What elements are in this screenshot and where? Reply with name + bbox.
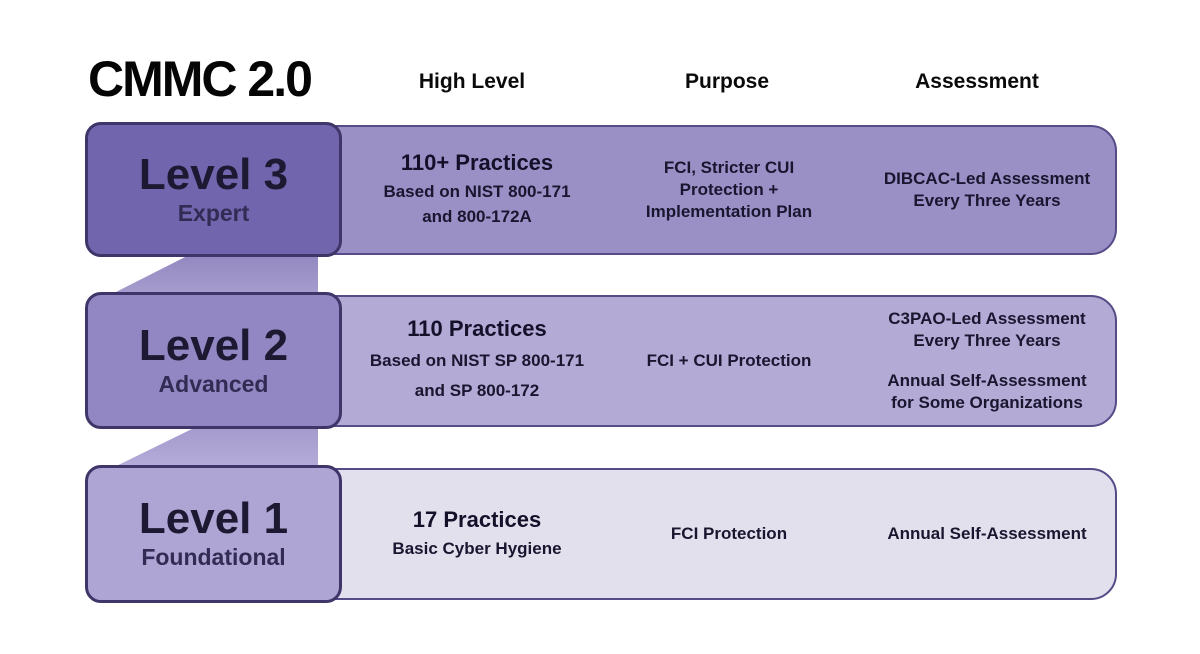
level-1-high-level-cell: 17 Practices Basic Cyber Hygiene — [347, 470, 607, 598]
level-2-high-level-cell: 110 Practices Based on NIST SP 800-171 a… — [347, 297, 607, 425]
level-1-purpose-line: FCI Protection — [670, 523, 788, 543]
level-2-assessment-line: Every Three Years — [913, 330, 1061, 350]
level-2-practices-title: 110 Practices — [407, 316, 547, 342]
level-2-assessment-cell: C3PAO-Led Assessment Every Three Years A… — [842, 297, 1132, 425]
level-2-assessment-block: C3PAO-Led Assessment Every Three Years — [888, 308, 1085, 352]
level-2-practices-line: and SP 800-172 — [414, 381, 540, 400]
level-2-assessment-line: Annual Self-Assessment — [887, 371, 1087, 390]
level-3-practices-title: 110+ Practices — [400, 150, 554, 176]
level-3-practices-line: Based on NIST 800-171 — [383, 182, 571, 202]
column-header-purpose: Purpose — [684, 70, 770, 93]
level-1-assessment-block: Annual Self-Assessment — [887, 523, 1086, 545]
level-3-assessment-block: DIBCAC-Led Assessment Every Three Years — [884, 168, 1090, 212]
level-2-assessment-line: for Some Organizations — [891, 393, 1083, 413]
level-3-assessment-line: DIBCAC-Led Assessment — [883, 168, 1091, 188]
connector-level2-to-level1 — [110, 426, 318, 469]
level-3-purpose-line: Protection + — [679, 179, 779, 199]
level-2-card: Level 2 Advanced — [85, 292, 342, 429]
level-3-practices-line: and 800-172A — [422, 207, 532, 226]
level-3-assessment-line: Every Three Years — [913, 191, 1061, 210]
level-2-name: Level 2 — [138, 320, 289, 370]
level-1-assessment-cell: Annual Self-Assessment — [842, 470, 1132, 598]
level-1-purpose-cell: FCI Protection — [599, 470, 859, 598]
level-3-name: Level 3 — [138, 149, 289, 199]
level-2-assessment-line: C3PAO-Led Assessment — [888, 308, 1086, 328]
level-2-assessment-block: Annual Self-Assessment for Some Organiza… — [887, 370, 1086, 414]
level-2-practices-line: Based on NIST SP 800-171 — [369, 351, 585, 371]
level-1-tier: Foundational — [141, 544, 286, 570]
connector-level3-to-level2 — [110, 252, 318, 295]
level-3-purpose-line: Implementation Plan — [645, 202, 813, 222]
level-3-high-level-cell: 110+ Practices Based on NIST 800-171 and… — [347, 127, 607, 253]
level-1-card: Level 1 Foundational — [85, 465, 342, 603]
level-3-assessment-cell: DIBCAC-Led Assessment Every Three Years — [842, 127, 1132, 253]
level-3-tier: Expert — [177, 199, 250, 226]
column-header-assessment: Assessment — [915, 70, 1039, 93]
level-2-tier: Advanced — [158, 370, 269, 397]
level-3-purpose-line: FCI, Stricter CUI — [663, 157, 795, 177]
level-1-assessment-line: Annual Self-Assessment — [887, 523, 1087, 543]
level-1-practices-title: 17 Practices — [412, 506, 542, 532]
level-2-purpose-line: FCI + CUI Protection — [646, 350, 812, 370]
level-2-purpose-cell: FCI + CUI Protection — [599, 297, 859, 425]
diagram-title: CMMC 2.0 — [88, 51, 313, 107]
column-header-high-level: High Level — [418, 70, 526, 93]
level-1-practices-line: Basic Cyber Hygiene — [392, 538, 562, 558]
level-3-purpose-cell: FCI, Stricter CUI Protection + Implement… — [599, 127, 859, 253]
level-3-card: Level 3 Expert — [85, 122, 342, 257]
level-1-name: Level 1 — [138, 494, 289, 543]
